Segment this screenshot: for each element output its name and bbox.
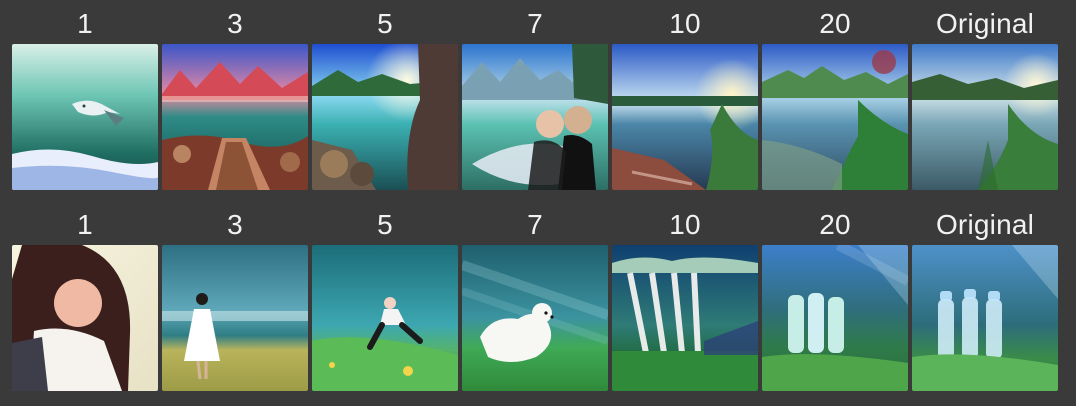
woman-portrait-image: [12, 245, 158, 391]
grid-cell: 7: [462, 0, 608, 203]
grid-row-1: 1 3: [12, 0, 1058, 203]
grid-cell: 3: [162, 201, 308, 404]
person-jumping-image: [312, 245, 458, 391]
grid-cell: 20: [762, 0, 908, 203]
dolphin-image: [12, 44, 158, 190]
step-label: 20: [819, 209, 851, 240]
step-label: 20: [819, 8, 851, 39]
grid-row-2: 1 3: [0, 201, 1076, 404]
generated-image-white-trees: [612, 245, 758, 391]
grid-cell: 5: [312, 0, 458, 203]
lake-meadow-image: [762, 44, 908, 190]
step-label: 1: [77, 8, 93, 39]
step-label: 7: [527, 209, 543, 240]
river-sunset-image: [612, 44, 758, 190]
grid-cell: 5: [312, 201, 458, 404]
step-label: 1: [77, 209, 93, 240]
grid-cell: Original: [912, 0, 1058, 203]
grid-cell: 10: [612, 0, 758, 203]
step-label: 5: [377, 8, 393, 39]
grid-cell: 10: [612, 201, 758, 404]
generated-image-people-on-lakeshore: [462, 44, 608, 190]
grid-cell: 20: [762, 201, 908, 404]
white-trees-image: [612, 245, 758, 391]
grid-cell: Original: [912, 201, 1058, 404]
step-label: 5: [377, 209, 393, 240]
water-bottles-image: [912, 245, 1058, 391]
generated-image-woman-portrait: [12, 245, 158, 391]
white-dog-image: [462, 245, 608, 391]
grid-cell: 3: [162, 0, 308, 203]
generated-image-white-dog: [462, 245, 608, 391]
mountain-lake-image: [162, 44, 308, 190]
grid-cell: 7: [462, 201, 608, 404]
lakeshore-people-image: [462, 44, 608, 190]
generated-image-mountain-lake: [162, 44, 308, 190]
grid-cell: 1: [12, 201, 158, 404]
people-sunlight-image: [762, 245, 908, 391]
step-label: Original: [935, 209, 1035, 240]
step-label: 10: [669, 209, 701, 240]
step-label: 7: [527, 8, 543, 39]
sunlit-lake-image: [312, 44, 458, 190]
step-label: Original: [935, 8, 1035, 39]
original-image-water-bottles: [912, 245, 1058, 391]
generated-image-person-jumping: [312, 245, 458, 391]
generated-image-river-sunset: [612, 44, 758, 190]
generated-image-woman-on-beach: [162, 245, 308, 391]
generated-image-lake-meadow: [762, 44, 908, 190]
step-label: 10: [669, 8, 701, 39]
step-label: 3: [227, 209, 243, 240]
step-label: 3: [227, 8, 243, 39]
generated-image-sunlit-lake: [312, 44, 458, 190]
beach-woman-image: [162, 245, 308, 391]
generated-image-dolphin: [12, 44, 158, 190]
original-lake-image: [912, 44, 1058, 190]
original-image-lake: [912, 44, 1058, 190]
grid-cell: 1: [12, 0, 158, 203]
generated-image-people-sunlight: [762, 245, 908, 391]
